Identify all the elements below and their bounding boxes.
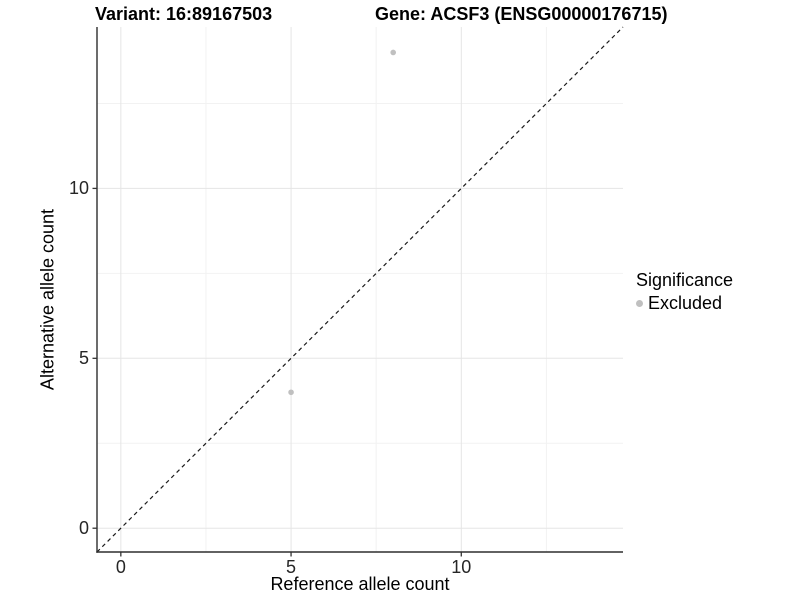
data-point-excluded: [390, 49, 396, 56]
plot-title-gene: Gene: ACSF3 (ENSG00000176715): [375, 4, 668, 24]
x-axis-title: Reference allele count: [270, 574, 450, 594]
y-axis-title: Alternative allele count: [37, 208, 58, 391]
plot-title-variant: Variant: 16:89167503: [95, 4, 273, 24]
y-tick-label: 5: [78, 348, 89, 369]
legend-entry-label: Excluded: [648, 293, 723, 313]
legend: Significance Excluded: [636, 270, 733, 313]
y-tick-label: 10: [68, 178, 89, 199]
y-tick-label: 0: [78, 518, 89, 539]
x-tick-label: 0: [115, 557, 126, 577]
x-tick-label: 10: [451, 557, 472, 577]
identity-dashed-line: [96, 26, 624, 553]
x-tick-label: 5: [286, 557, 297, 577]
legend-point-icon: [636, 299, 643, 307]
legend-title: Significance: [636, 270, 734, 290]
data-point-excluded: [288, 389, 294, 396]
legend-entry-excluded: Excluded: [636, 293, 733, 313]
